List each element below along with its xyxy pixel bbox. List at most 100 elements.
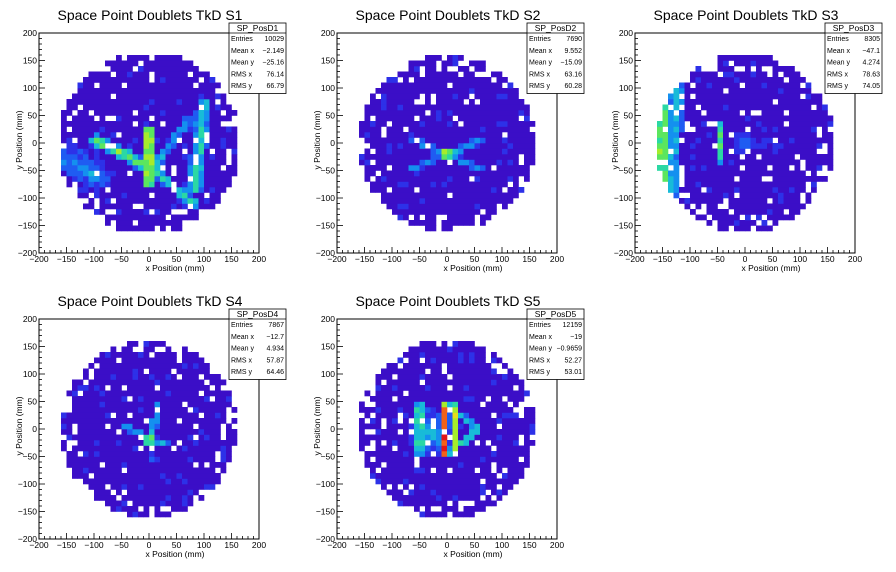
heatmap-cell — [767, 137, 773, 144]
heatmap-cell — [513, 473, 519, 479]
heatmap-cell — [502, 489, 508, 496]
heatmap-cell — [518, 423, 525, 430]
heatmap-cell — [447, 181, 453, 188]
heatmap-cell — [789, 154, 795, 160]
heatmap-cell — [783, 115, 790, 122]
heatmap-cell — [392, 88, 398, 94]
heatmap-cell — [419, 511, 426, 518]
heatmap-cell — [452, 93, 459, 100]
heatmap-cell — [403, 176, 409, 182]
heatmap-cell — [695, 88, 702, 94]
heatmap-cell — [116, 220, 122, 226]
heatmap-cell — [723, 181, 729, 188]
heatmap-cell — [105, 154, 111, 160]
heatmap-cell — [386, 456, 393, 463]
heatmap-cell — [745, 82, 751, 89]
heatmap-cell — [403, 143, 409, 149]
heatmap-cell — [717, 110, 724, 116]
heatmap-cell — [745, 93, 751, 100]
heatmap-cell — [469, 429, 475, 435]
heatmap-cell — [182, 368, 188, 375]
heatmap-cell — [436, 484, 442, 490]
heatmap-cells — [657, 55, 834, 232]
heatmap-cell — [491, 110, 497, 116]
heatmap-cell — [723, 60, 729, 67]
heatmap-cell — [441, 484, 448, 490]
heatmap-cell — [469, 170, 475, 177]
heatmap-cell — [474, 110, 481, 116]
heatmap-cell — [772, 165, 779, 171]
heatmap-cell — [160, 154, 166, 160]
heatmap-cell — [66, 418, 73, 424]
heatmap-cell — [458, 170, 464, 177]
heatmap-cell — [723, 187, 729, 193]
heatmap-cell — [176, 88, 183, 94]
heatmap-cell — [496, 401, 503, 408]
heatmap-cell — [171, 110, 177, 116]
heatmap-cell — [83, 374, 89, 380]
heatmap-cell — [88, 181, 95, 188]
heatmap-cell — [419, 412, 426, 419]
heatmap-cell — [507, 429, 514, 435]
heatmap-cell — [430, 478, 437, 485]
heatmap-cell — [695, 148, 702, 155]
heatmap-cell — [463, 473, 470, 479]
heatmap-cell — [198, 110, 205, 116]
heatmap-cell — [805, 154, 812, 160]
heatmap-cell — [198, 203, 205, 210]
heatmap-cell — [480, 159, 486, 166]
heatmap-cell — [480, 170, 486, 177]
heatmap-cell — [138, 126, 144, 133]
heatmap-cell — [187, 159, 194, 166]
heatmap-cell — [485, 110, 492, 116]
heatmap-cell — [215, 170, 221, 177]
heatmap-cell — [66, 429, 73, 435]
heatmap-cell — [165, 203, 172, 210]
heatmap-cell — [745, 110, 751, 116]
heatmap-cell — [662, 110, 669, 116]
heatmap-cell — [491, 198, 497, 204]
heatmap-cell — [176, 115, 183, 122]
heatmap-cell — [783, 66, 790, 72]
heatmap-cell — [430, 500, 437, 507]
heatmap-cell — [187, 198, 194, 204]
heatmap-cell — [231, 429, 238, 435]
heatmap-cell — [414, 82, 420, 89]
heatmap-cell — [375, 154, 382, 160]
heatmap-cell — [99, 434, 106, 441]
heatmap-cell — [364, 110, 371, 116]
heatmap-cell — [149, 225, 155, 232]
heatmap-cell — [403, 440, 409, 446]
heatmap-cell — [496, 170, 503, 177]
heatmap-cell — [132, 495, 139, 501]
heatmap-cell — [143, 412, 150, 419]
heatmap-cell — [447, 60, 453, 67]
heatmap-cell — [408, 209, 415, 215]
heatmap-cell — [397, 407, 404, 413]
heatmap-cell — [469, 115, 475, 122]
heatmap-cell — [408, 451, 415, 457]
heatmap-cell — [491, 176, 497, 182]
heatmap-cell — [138, 456, 144, 463]
heatmap-cell — [513, 462, 519, 468]
heatmap-cell — [502, 88, 508, 94]
heatmap-cell — [430, 132, 437, 138]
heatmap-cell — [463, 115, 470, 122]
heatmap-cell — [110, 506, 117, 512]
heatmap-cell — [127, 181, 133, 188]
heatmap-cell — [370, 170, 376, 177]
heatmap-cell — [463, 456, 470, 463]
heatmap-cell — [88, 132, 95, 138]
heatmap-cell — [403, 99, 409, 105]
heatmap-cell — [712, 209, 718, 215]
heatmap-cell — [187, 187, 194, 193]
heatmap-cell — [767, 170, 773, 177]
heatmap-cell — [386, 418, 393, 424]
heatmap-cell — [447, 357, 453, 364]
heatmap-cell — [154, 390, 161, 397]
heatmap-cell — [204, 429, 210, 435]
heatmap-cell — [215, 187, 221, 193]
heatmap-cell — [66, 132, 73, 138]
heatmap-cell — [425, 82, 431, 89]
heatmap-cell — [452, 192, 459, 199]
